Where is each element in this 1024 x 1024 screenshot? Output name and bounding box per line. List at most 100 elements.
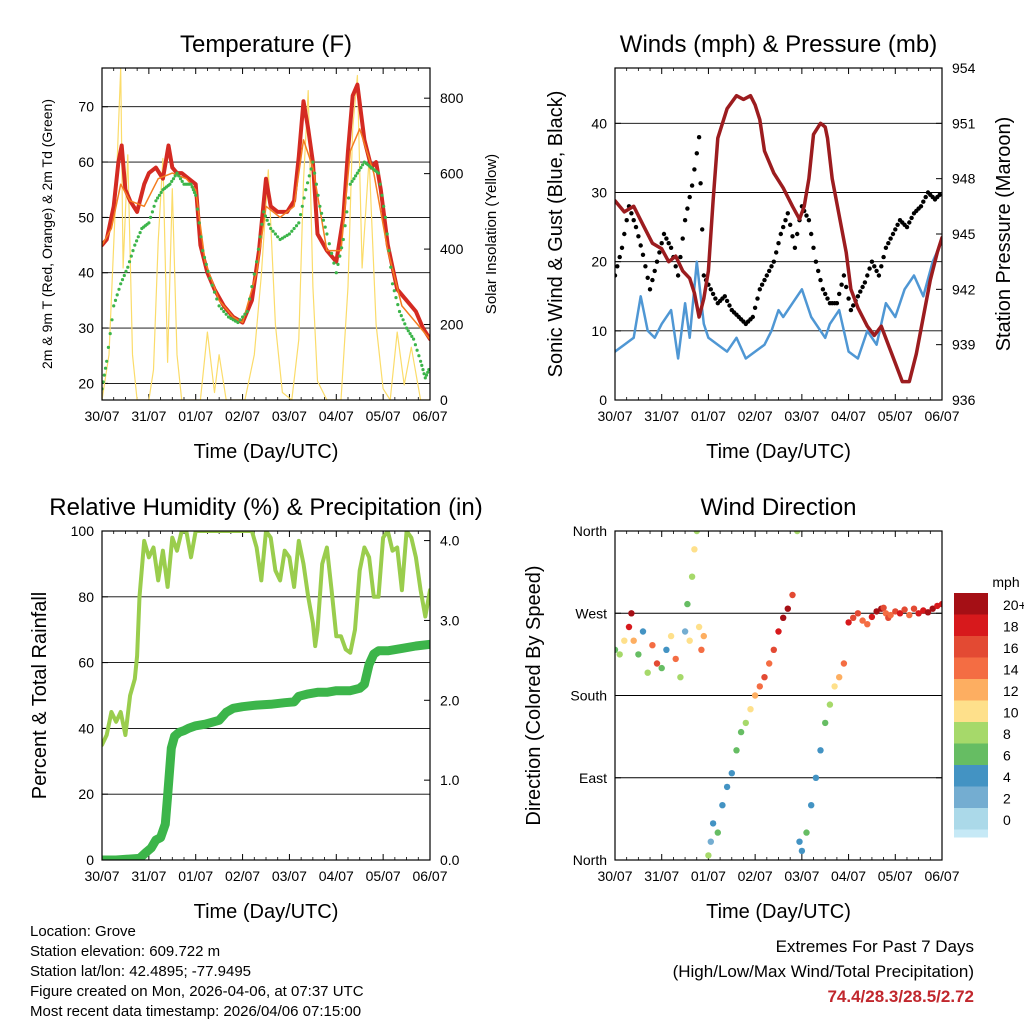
series-gust-point — [879, 264, 884, 269]
direction-point — [929, 605, 936, 612]
series-gust-point — [675, 273, 681, 278]
series-gust-point — [846, 296, 851, 301]
series-2m-dewpoint-point — [285, 233, 289, 237]
legend-label: 0 — [1003, 812, 1011, 828]
direction-point — [658, 664, 665, 672]
y-tick-label: 40 — [78, 265, 94, 281]
series-2m-dewpoint-point — [133, 243, 137, 247]
series-gust-point — [645, 275, 650, 280]
x-axis-label: Time (Day/UTC) — [706, 441, 851, 463]
series-2m-dewpoint-point — [380, 193, 384, 197]
series-2m-dewpoint-point — [304, 188, 308, 192]
series-gust-point — [921, 199, 926, 204]
series-2m-dewpoint-point — [102, 380, 105, 384]
direction-point — [695, 623, 703, 631]
series-gust-point — [759, 282, 765, 287]
series-gust-point — [727, 303, 732, 308]
series-gust-point — [811, 245, 816, 250]
direction-point — [625, 623, 633, 631]
y2-tick-label: 954 — [952, 60, 976, 76]
series-2m-dewpoint-point — [357, 168, 361, 172]
direction-point — [700, 632, 707, 640]
series-2m-dewpoint-point — [206, 269, 210, 273]
y2-tick-label: 400 — [440, 241, 464, 257]
y2-tick-label: 942 — [952, 281, 976, 297]
series-2m-dewpoint-point — [199, 235, 203, 239]
x-tick-label: 06/07 — [924, 868, 959, 884]
direction-point — [775, 628, 782, 635]
series-gust-point — [886, 241, 891, 246]
direction-point — [803, 829, 810, 836]
series-2m-dewpoint-point — [401, 318, 405, 322]
series-gust-point — [631, 218, 636, 223]
series-2m-dewpoint-point — [168, 182, 172, 186]
y2-tick-label: 948 — [952, 171, 976, 187]
series-2m-dewpoint-point — [297, 221, 301, 225]
direction-point — [873, 608, 880, 615]
series-2m-dewpoint-point — [405, 326, 409, 330]
series-2m-dewpoint-point — [321, 218, 325, 222]
series-2m-dewpoint-point — [306, 181, 310, 185]
series-2m-dewpoint-point — [392, 289, 396, 293]
x-tick-label: 02/07 — [225, 408, 260, 424]
series-2m-dewpoint-point — [394, 296, 398, 300]
direction-point — [906, 611, 913, 619]
series-gust-point — [659, 241, 664, 246]
direction-point — [840, 660, 848, 667]
series-gust-point — [692, 167, 697, 172]
series-2m-dewpoint-point — [420, 363, 424, 367]
direction-point — [677, 674, 684, 681]
series-2m-dewpoint-point — [334, 271, 338, 275]
series-2m-dewpoint-point — [271, 229, 275, 233]
series-2m-dewpoint-point — [119, 282, 123, 286]
series-gust-point — [778, 231, 783, 237]
y-tick-label: South — [570, 688, 607, 704]
direction-point — [780, 614, 787, 621]
y2-tick-label: 945 — [952, 226, 976, 242]
chart-title: Wind Direction — [700, 494, 856, 521]
series-gust-point — [673, 264, 678, 269]
series-2m-dewpoint-point — [248, 297, 252, 301]
x-tick-label: 04/07 — [831, 868, 866, 884]
series-2m-dewpoint-point — [131, 249, 135, 253]
y2-tick-label: 2.0 — [440, 692, 460, 708]
series-2m-dewpoint-point — [105, 359, 109, 363]
series-2m-dewpoint-point — [258, 235, 262, 239]
y-tick-label: West — [575, 605, 607, 621]
series-2m-dewpoint-point — [189, 182, 193, 186]
series-2m-dewpoint-point — [309, 167, 313, 171]
direction-point — [854, 610, 862, 617]
series-2m-dewpoint-point — [226, 315, 231, 319]
series-2m-dewpoint-point — [390, 282, 395, 286]
direction-point — [798, 847, 806, 855]
legend-swatch — [954, 593, 988, 615]
series-gust-point — [767, 268, 772, 274]
x-tick-label: 06/07 — [412, 868, 447, 884]
series-2m-dewpoint-point — [127, 260, 132, 264]
series-2m-dewpoint-point — [397, 309, 402, 314]
x-tick-label: 03/07 — [784, 868, 819, 884]
series-2m-dewpoint-point — [350, 179, 354, 183]
legend-label: 4 — [1003, 769, 1011, 785]
plot-border — [101, 67, 431, 401]
x-tick-label: 30/07 — [84, 868, 119, 884]
series-gust-point — [862, 280, 868, 285]
series-gust-point — [918, 204, 924, 209]
series-2m-dewpoint-point — [276, 235, 280, 239]
y-tick-label: 30 — [78, 320, 94, 336]
series-gust-point — [781, 224, 786, 230]
y2-tick-label: 1.0 — [440, 772, 460, 788]
series-2m-dewpoint-point — [421, 368, 425, 372]
series-gust-point — [888, 236, 893, 241]
extremes-box: Extremes For Past 7 Days (High/Low/Max W… — [673, 934, 974, 1009]
direction-point — [880, 604, 887, 611]
x-tick-label: 05/07 — [878, 868, 913, 884]
series-gust-point — [694, 151, 699, 156]
series-gust-point — [755, 296, 760, 301]
series-2m-dewpoint-point — [332, 261, 336, 265]
series-gust-point — [752, 305, 758, 310]
series-2m-dewpoint-point — [399, 314, 403, 318]
series-2m-dewpoint-point — [171, 177, 176, 181]
series-2m-dewpoint-point — [204, 262, 208, 266]
series-gust-point — [687, 194, 692, 200]
